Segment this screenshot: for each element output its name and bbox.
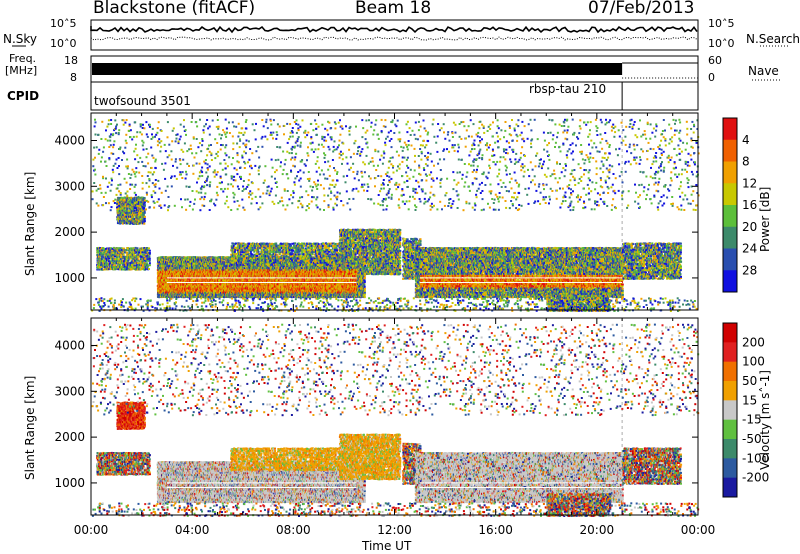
echo-cell — [116, 256, 118, 258]
echo-cell — [118, 258, 120, 260]
colorbar-cell-0-6 — [723, 249, 737, 271]
echo-cell — [98, 269, 100, 271]
echo-cell — [119, 264, 121, 266]
colorbar-cell-0-5 — [723, 227, 737, 249]
nsky-series — [91, 26, 697, 32]
colorbar-cell-0-2 — [723, 162, 737, 184]
colorbar-cell-0-1 — [723, 140, 737, 162]
colorbar-cell-0-0 — [723, 118, 737, 140]
plot-canvas: 1000200030004000282420161284100020003000… — [0, 0, 800, 554]
echo-cell — [115, 252, 117, 254]
freq-band — [92, 63, 622, 75]
echo-cell — [125, 249, 127, 251]
nsearch-series — [91, 37, 697, 40]
echo-cell — [128, 260, 130, 262]
echo-cell — [97, 250, 99, 252]
colorbar-cell-0-4 — [723, 205, 737, 227]
echo-cell — [124, 251, 126, 253]
echo-cell — [102, 254, 104, 256]
echo-cell — [113, 247, 115, 249]
echo-cell — [112, 252, 114, 254]
echo-cell — [123, 254, 125, 256]
colorbar-cell-0-7 — [723, 270, 737, 292]
echo-cell — [121, 252, 123, 254]
colorbar-cell-0-3 — [723, 183, 737, 205]
